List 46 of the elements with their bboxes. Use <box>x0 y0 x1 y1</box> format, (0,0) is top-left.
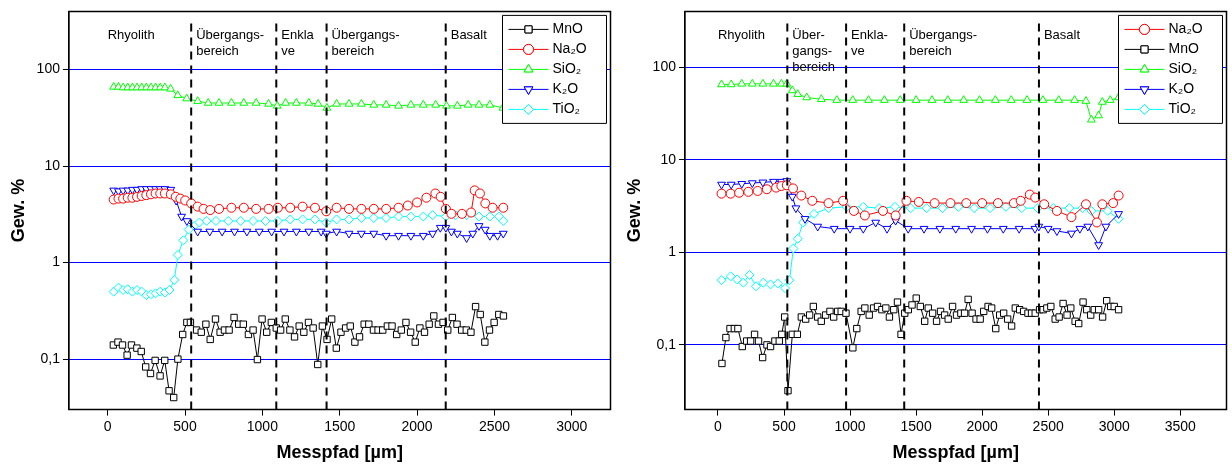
x-tick-label: 1000 <box>246 417 279 434</box>
legend-label: SiO₂ <box>552 60 582 77</box>
y-tick-label: 10 <box>44 156 61 173</box>
annotation: Rhyolith <box>107 26 155 42</box>
y-tick-label: 1 <box>668 243 677 260</box>
y-tick-label: 1 <box>52 253 61 270</box>
annotation: Übergangs- bereich <box>331 26 400 58</box>
y-axis-title: Gew. % <box>7 178 28 243</box>
x-tick-label: 500 <box>772 417 796 434</box>
x-tick-label: 3000 <box>556 417 588 434</box>
x-tick-label: 3000 <box>1098 417 1131 434</box>
y-tick-label: 100 <box>652 58 677 74</box>
y-tick-label: 10 <box>660 150 677 167</box>
x-axis-title: Messpfad [µm] <box>276 442 403 463</box>
x-tick-label: 2500 <box>1032 417 1064 434</box>
annotation: Basalt <box>1043 26 1081 42</box>
x-tick-label: 2000 <box>401 417 433 434</box>
y-tick-label: 100 <box>36 60 61 77</box>
legend-label: Na₂O <box>552 40 587 57</box>
legend-label: K₂O <box>1168 80 1195 97</box>
annotation: Übergangs- bereich <box>909 26 978 58</box>
annotation: Enkla ve <box>281 26 315 58</box>
legend-label: Na₂O <box>1168 20 1203 37</box>
y-tick-label: 0,1 <box>40 349 61 366</box>
x-tick-label: 0 <box>103 417 112 434</box>
x-tick-label: 1000 <box>834 417 866 434</box>
x-tick-label: 500 <box>173 417 197 434</box>
legend-label: MnO <box>552 20 583 37</box>
x-tick-label: 1500 <box>324 417 356 434</box>
annotation: Enkla- ve <box>851 26 888 58</box>
x-tick-label: 1500 <box>900 417 932 434</box>
x-tick-label: 3500 <box>1164 417 1197 434</box>
legend-label: MnO <box>1168 40 1199 57</box>
x-tick-label: 2500 <box>478 417 511 434</box>
legend-label: TiO₂ <box>1168 100 1196 117</box>
annotation: Übergangs- bereich <box>196 26 265 58</box>
x-tick-label: 2000 <box>966 417 998 434</box>
y-tick-label: 0,1 <box>656 335 677 352</box>
y-axis-title: Gew. % <box>623 178 644 243</box>
legend-label: K₂O <box>552 80 579 97</box>
x-axis-title: Messpfad [µm] <box>892 442 1019 463</box>
annotation: Rhyolith <box>717 26 765 42</box>
legend-label: TiO₂ <box>552 100 580 117</box>
x-tick-label: 0 <box>714 417 723 434</box>
legend-label: SiO₂ <box>1168 60 1198 77</box>
annotation: Basalt <box>450 26 488 42</box>
